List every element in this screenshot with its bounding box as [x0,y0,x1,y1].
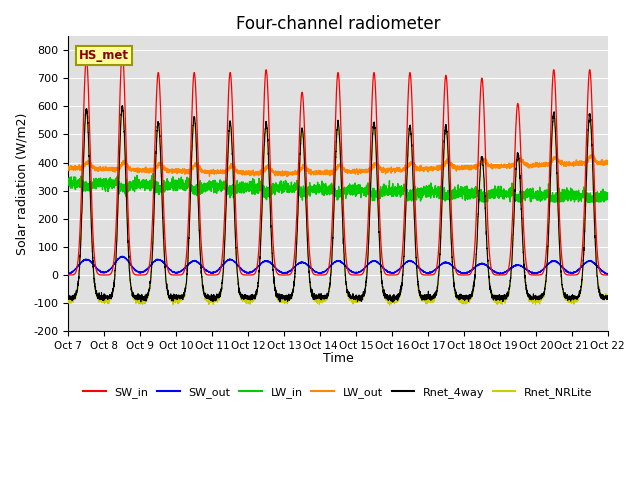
X-axis label: Time: Time [323,352,353,365]
Legend: SW_in, SW_out, LW_in, LW_out, Rnet_4way, Rnet_NRLite: SW_in, SW_out, LW_in, LW_out, Rnet_4way,… [79,383,597,403]
Y-axis label: Solar radiation (W/m2): Solar radiation (W/m2) [15,112,28,255]
Text: HS_met: HS_met [79,49,129,62]
Title: Four-channel radiometer: Four-channel radiometer [236,15,440,33]
